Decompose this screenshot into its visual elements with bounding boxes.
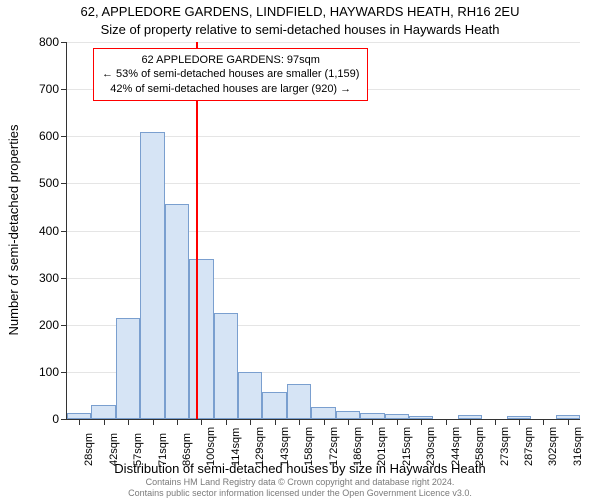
histogram-bar [556,415,580,419]
histogram-bar [360,413,384,419]
histogram-bar [189,259,213,419]
y-tick [61,183,67,184]
x-tick [519,420,520,425]
plot-area: 010020030040050060070080062 APPLEDORE GA… [66,42,580,420]
y-tick [61,231,67,232]
x-tick [226,420,227,425]
y-tick [61,136,67,137]
histogram-bar [262,392,286,419]
histogram-bar [140,132,164,419]
y-tick [61,419,67,420]
y-tick-label: 300 [25,271,59,285]
copyright-line1: Contains HM Land Registry data © Crown c… [146,477,455,487]
histogram-bar [214,313,238,419]
x-tick [128,420,129,425]
annotation-line: ← 53% of semi-detached houses are smalle… [102,67,359,81]
histogram-bar [458,415,482,419]
x-tick [153,420,154,425]
x-tick [397,420,398,425]
annotation-line: 42% of semi-detached houses are larger (… [102,82,359,96]
y-tick-label: 500 [25,176,59,190]
y-tick [61,42,67,43]
y-tick [61,89,67,90]
histogram-bar [116,318,140,419]
x-tick [568,420,569,425]
y-tick-label: 0 [25,412,59,426]
histogram-bar [91,405,115,419]
x-tick [421,420,422,425]
y-tick [61,325,67,326]
x-tick [446,420,447,425]
x-axis-title: Distribution of semi-detached houses by … [0,461,600,476]
histogram-bar [507,416,531,419]
x-tick [79,420,80,425]
histogram-bar [67,413,91,419]
x-tick [177,420,178,425]
y-tick [61,278,67,279]
chart-titles: 62, APPLEDORE GARDENS, LINDFIELD, HAYWAR… [0,4,600,37]
x-tick [299,420,300,425]
x-tick [495,420,496,425]
histogram-bar [287,384,311,419]
histogram-bar [238,372,262,419]
histogram-bar [385,414,409,419]
y-tick-label: 400 [25,224,59,238]
histogram-bar [336,411,360,419]
x-tick [543,420,544,425]
x-tick [470,420,471,425]
chart-container: 62, APPLEDORE GARDENS, LINDFIELD, HAYWAR… [0,0,600,500]
y-tick [61,372,67,373]
x-tick [104,420,105,425]
x-tick [250,420,251,425]
annotation-box: 62 APPLEDORE GARDENS: 97sqm← 53% of semi… [93,48,368,101]
histogram-bar [311,407,335,419]
y-tick-label: 600 [25,129,59,143]
y-tick-label: 200 [25,318,59,332]
histogram-bar [409,416,433,419]
grid-line [67,42,580,43]
x-tick [348,420,349,425]
x-tick [372,420,373,425]
x-tick [324,420,325,425]
histogram-bar [165,204,189,419]
title-address: 62, APPLEDORE GARDENS, LINDFIELD, HAYWAR… [0,4,600,20]
y-tick-label: 800 [25,35,59,49]
x-tick [275,420,276,425]
x-tick [201,420,202,425]
title-subtitle: Size of property relative to semi-detach… [0,22,600,38]
copyright-text: Contains HM Land Registry data © Crown c… [0,477,600,498]
y-axis-title: Number of semi-detached properties [6,125,21,336]
y-tick-label: 700 [25,82,59,96]
annotation-line: 62 APPLEDORE GARDENS: 97sqm [102,53,359,67]
y-tick-label: 100 [25,365,59,379]
copyright-line2: Contains public sector information licen… [128,488,472,498]
